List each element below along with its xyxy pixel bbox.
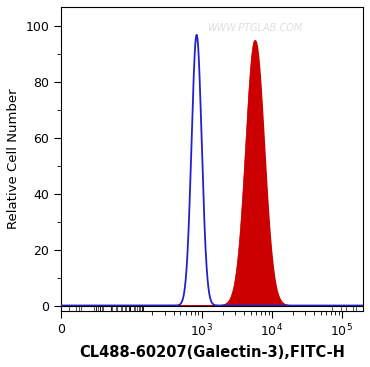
X-axis label: CL488-60207(Galectin-3),FITC-H: CL488-60207(Galectin-3),FITC-H <box>79 345 345 360</box>
Y-axis label: Relative Cell Number: Relative Cell Number <box>7 89 20 229</box>
Text: WWW.PTGLAB.COM: WWW.PTGLAB.COM <box>207 23 302 33</box>
